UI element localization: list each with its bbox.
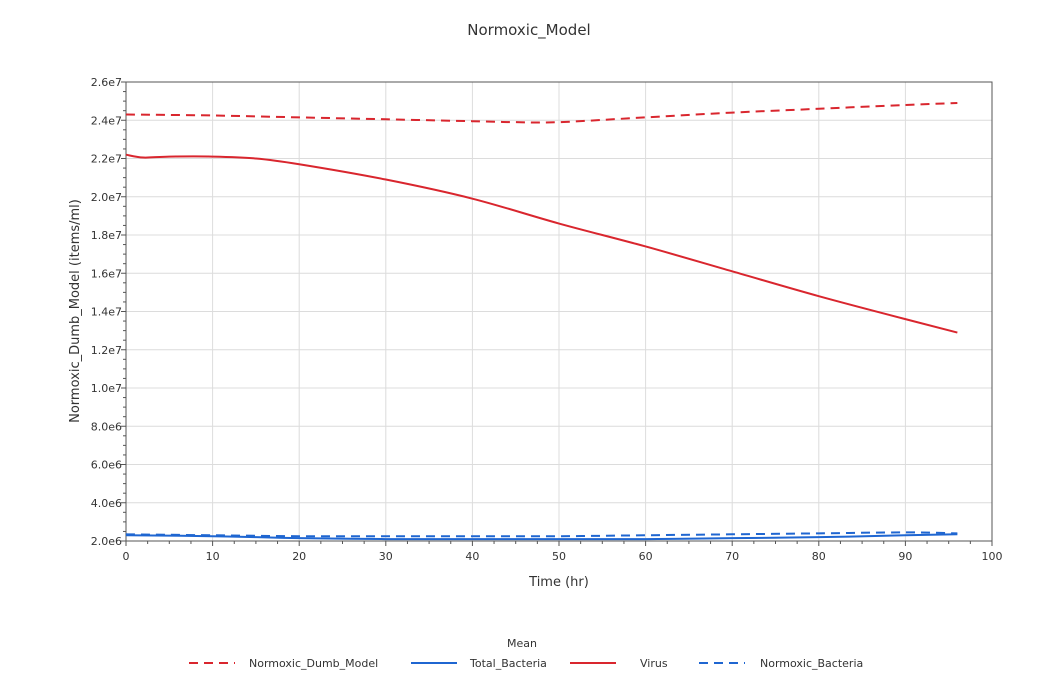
y-tick-label: 2.0e7 <box>91 191 122 204</box>
grid <box>125 81 993 542</box>
y-axis: 2.0e6 4.0e6 6.0e6 8.0e6 1.0e7 1.2e7 1.4e7 1.6e7… <box>91 76 126 548</box>
x-tick-label: 70 <box>725 550 739 563</box>
series-line-normoxic-dumb-model <box>125 102 958 124</box>
series-line-total-bacteria <box>125 533 958 541</box>
y-tick-label: 2.4e7 <box>91 114 122 127</box>
series-group <box>125 102 958 541</box>
legend-label-virus: Virus <box>640 657 668 670</box>
y-axis-label: Normoxic_Dumb_Model (items/ml) <box>68 199 83 423</box>
legend-label-total-bacteria: Total_Bacteria <box>469 657 547 670</box>
y-tick-label: 1.0e7 <box>91 382 122 395</box>
y-tick-label: 1.6e7 <box>91 267 122 280</box>
x-tick-label: 30 <box>379 550 393 563</box>
x-tick-label: 20 <box>292 550 306 563</box>
chart-title: Normoxic_Model <box>467 21 590 40</box>
x-axis: 0 10 20 30 40 50 60 70 80 90 100 <box>123 541 1003 563</box>
series-line-virus <box>125 153 958 334</box>
x-tick-label: 40 <box>465 550 479 563</box>
y-tick-label: 8.0e6 <box>91 420 122 433</box>
y-tick-label: 2.2e7 <box>91 153 122 166</box>
legend-title: Mean <box>507 637 537 650</box>
y-tick-label: 2.0e6 <box>91 535 122 548</box>
y-tick-label: 1.4e7 <box>91 306 122 319</box>
x-tick-label: 60 <box>639 550 653 563</box>
legend-label-normoxic-bacteria: Normoxic_Bacteria <box>760 657 863 670</box>
legend-label-normoxic-dumb-model: Normoxic_Dumb_Model <box>249 657 378 670</box>
series-line-normoxic-bacteria <box>125 531 958 538</box>
y-tick-label: 6.0e6 <box>91 459 122 472</box>
y-tick-label: 2.6e7 <box>91 76 122 89</box>
x-tick-label: 90 <box>898 550 912 563</box>
x-tick-label: 100 <box>982 550 1003 563</box>
y-tick-label: 4.0e6 <box>91 497 122 510</box>
x-tick-label: 10 <box>206 550 220 563</box>
x-tick-label: 0 <box>123 550 130 563</box>
x-tick-label: 80 <box>812 550 826 563</box>
y-tick-label: 1.8e7 <box>91 229 122 242</box>
x-tick-label: 50 <box>552 550 566 563</box>
legend: Normoxic_Dumb_Model Total_Bacteria Virus No… <box>189 657 863 670</box>
x-axis-label: Time (hr) <box>528 575 589 590</box>
y-tick-label: 1.2e7 <box>91 344 122 357</box>
